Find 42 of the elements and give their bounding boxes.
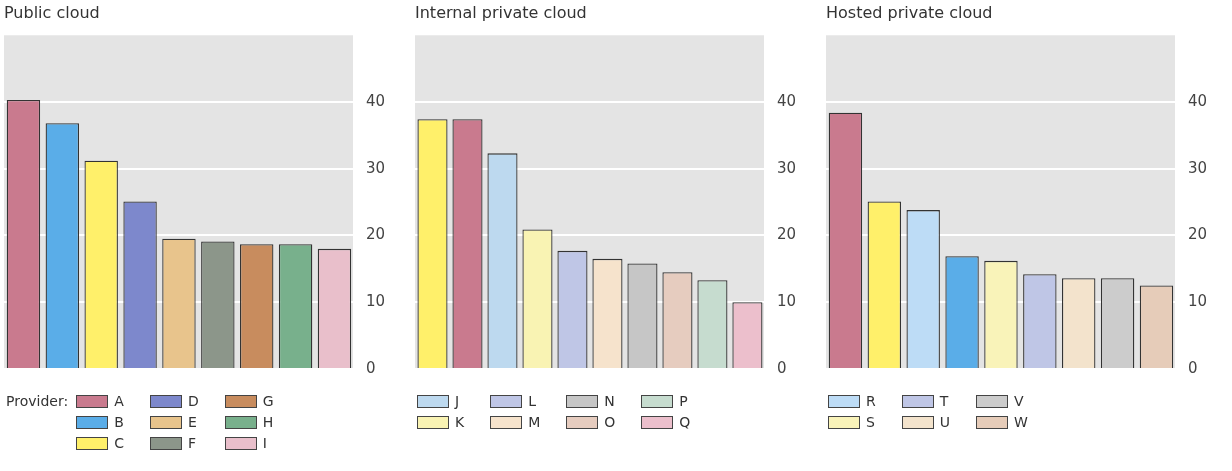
y-tick-label: 40 — [365, 91, 386, 110]
y-tick-label: 0 — [365, 358, 376, 377]
legend-label: J — [455, 393, 460, 409]
y-tick-label: 30 — [776, 158, 797, 177]
legend-label: R — [866, 393, 876, 409]
y-tick-label: 40 — [1187, 91, 1208, 110]
legend-label: V — [1013, 393, 1024, 409]
y-tick-label: 20 — [776, 225, 797, 244]
y-tick-label: 30 — [365, 158, 386, 177]
y-tick-label: 20 — [1187, 225, 1208, 244]
legend-label: K — [455, 414, 465, 430]
legend-label: I — [262, 435, 267, 451]
legend-label: A — [114, 393, 124, 409]
y-tick-label: 0 — [776, 358, 787, 377]
y-tick-label: 10 — [365, 292, 386, 311]
legend-label: E — [187, 414, 197, 430]
legend-label: W — [1013, 414, 1028, 430]
chart-title: Hosted private cloud — [826, 2, 993, 22]
legend-label: H — [262, 414, 274, 430]
y-tick-label: 0 — [1187, 358, 1198, 377]
chart-title: Internal private cloud — [415, 2, 587, 22]
legend-label: F — [187, 435, 196, 451]
legend-label: S — [866, 414, 875, 430]
y-tick-label: 20 — [365, 225, 386, 244]
legend-label: D — [187, 393, 199, 409]
legend-label: P — [679, 393, 688, 409]
legend-label: O — [604, 414, 616, 430]
legend-label: N — [604, 393, 615, 409]
legend-label: L — [528, 393, 536, 409]
y-tick-label: 10 — [1187, 292, 1208, 311]
chart-title: Public cloud — [4, 2, 100, 22]
legend-label: T — [939, 393, 949, 409]
legend-label: M — [528, 414, 541, 430]
y-tick-label: 40 — [776, 91, 797, 110]
legend-label: Q — [679, 414, 691, 430]
legend-label: U — [939, 414, 950, 430]
y-tick-label: 30 — [1187, 158, 1208, 177]
legend-label: C — [114, 435, 124, 451]
legend-title: Provider: — [6, 392, 69, 410]
legend-label: B — [114, 414, 124, 430]
legend-label: G — [262, 393, 274, 409]
y-tick-label: 10 — [776, 292, 797, 311]
